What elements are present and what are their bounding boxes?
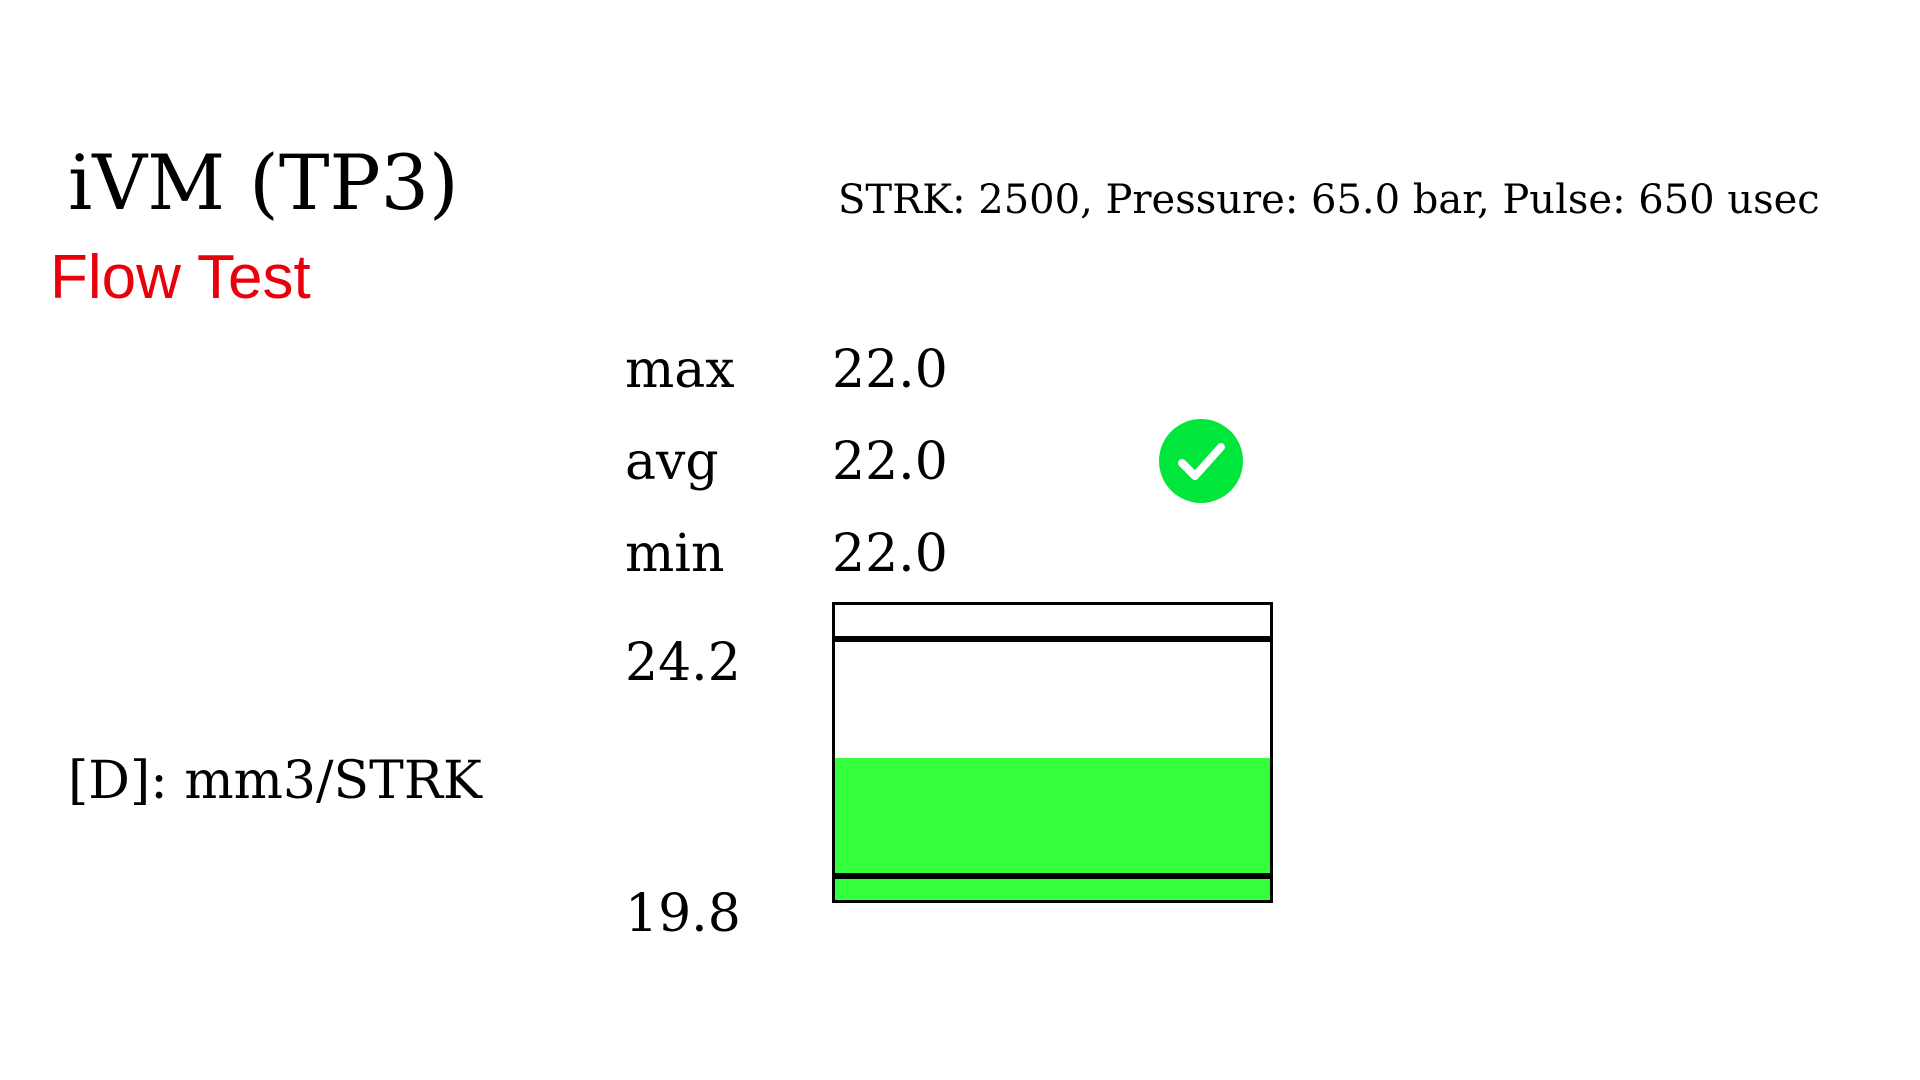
gauge-upper-label: 24.2 [625, 633, 741, 693]
check-circle-icon [1159, 419, 1243, 503]
page-title: iVM (TP3) [68, 138, 459, 227]
units-label: [D]: mm3/STRK [68, 751, 482, 811]
gauge-lower-limit-line [835, 873, 1270, 879]
page-subtitle: Flow Test [50, 243, 311, 312]
max-label: max [625, 340, 735, 400]
gauge-lower-label: 19.8 [625, 884, 741, 944]
test-parameters: STRK: 2500, Pressure: 65.0 bar, Pulse: 6… [838, 177, 1820, 223]
avg-value: 22.0 [832, 432, 948, 492]
min-label: min [625, 524, 725, 584]
min-value: 22.0 [832, 524, 948, 584]
max-value: 22.0 [832, 340, 948, 400]
gauge-upper-limit-line [835, 636, 1270, 642]
flow-gauge [832, 602, 1273, 903]
avg-label: avg [625, 432, 719, 492]
